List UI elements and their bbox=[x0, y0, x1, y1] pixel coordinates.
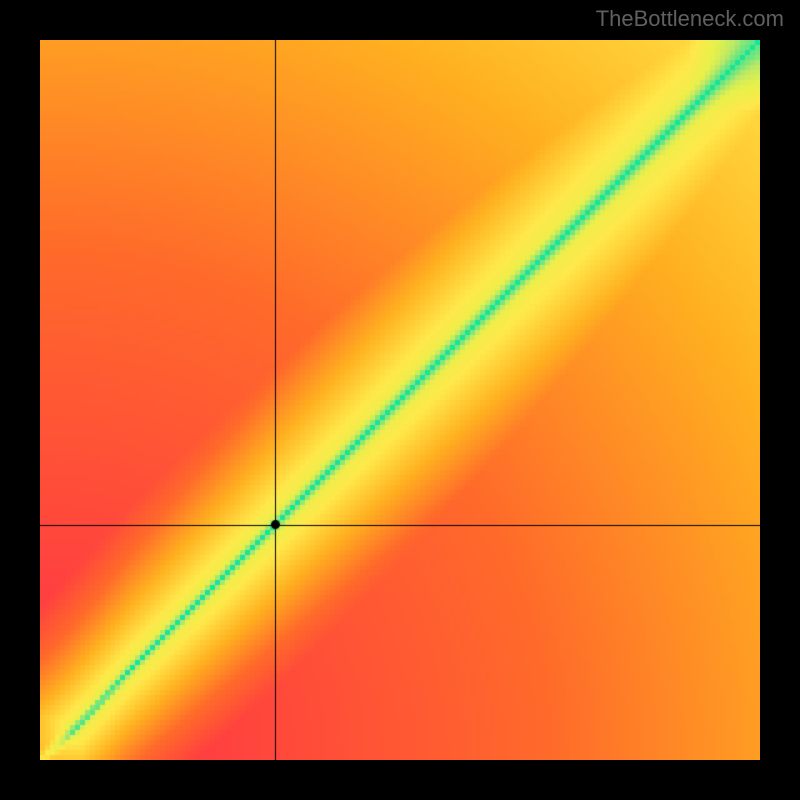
chart-container: TheBottleneck.com bbox=[0, 0, 800, 800]
overlay-canvas bbox=[40, 40, 760, 760]
watermark-text: TheBottleneck.com bbox=[596, 6, 784, 32]
